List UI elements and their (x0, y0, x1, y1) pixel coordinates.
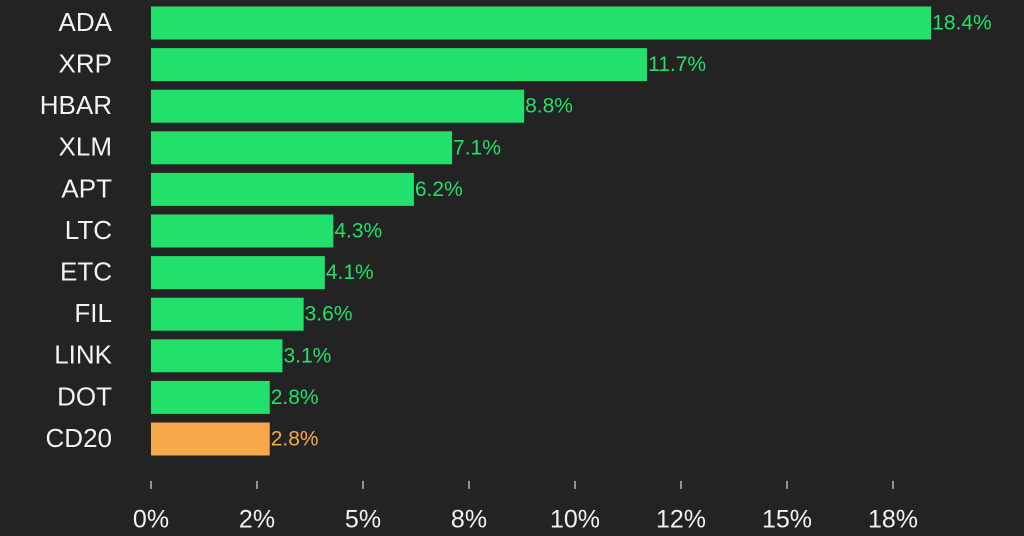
y-tick-label: ETC (60, 256, 112, 286)
value-label: 8.8% (525, 95, 573, 118)
bar (151, 380, 270, 414)
bar (151, 172, 414, 206)
x-tick-label: 15% (762, 506, 812, 534)
value-label: 3.6% (305, 303, 353, 326)
bar (151, 256, 325, 290)
bar (151, 422, 270, 456)
y-tick-label: XLM (59, 132, 112, 162)
x-tick-label: 18% (868, 506, 918, 534)
value-label: 3.1% (283, 344, 331, 367)
value-label: 4.3% (334, 220, 382, 243)
bar (151, 214, 334, 248)
value-label: 6.2% (415, 178, 463, 201)
x-tick-label: 5% (345, 506, 381, 534)
y-tick-label: XRP (59, 48, 112, 78)
y-tick-label: CD20 (46, 423, 112, 453)
y-tick-label: FIL (74, 298, 112, 328)
bar (151, 89, 525, 123)
x-tick-label: 10% (550, 506, 600, 534)
bar (151, 297, 304, 331)
y-tick-label: HBAR (40, 90, 112, 120)
bar (151, 131, 453, 165)
bar (151, 6, 932, 40)
value-label: 7.1% (453, 136, 501, 159)
value-label: 11.7% (648, 53, 706, 76)
y-tick-label: LINK (54, 340, 112, 370)
x-tick-label: 8% (451, 506, 487, 534)
y-tick-label: APT (61, 173, 112, 203)
value-label: 4.1% (326, 261, 374, 284)
x-tick-label: 0% (133, 506, 169, 534)
bar (151, 48, 648, 82)
y-tick-label: DOT (57, 381, 112, 411)
value-label: 18.4% (932, 12, 992, 35)
y-tick-label: ADA (59, 7, 113, 37)
bar (151, 339, 283, 373)
y-tick-label: LTC (65, 215, 112, 245)
value-label: 2.8% (271, 386, 319, 409)
x-tick-label: 2% (239, 506, 275, 534)
value-label: 2.8% (271, 428, 319, 451)
x-tick-label: 12% (656, 506, 706, 534)
